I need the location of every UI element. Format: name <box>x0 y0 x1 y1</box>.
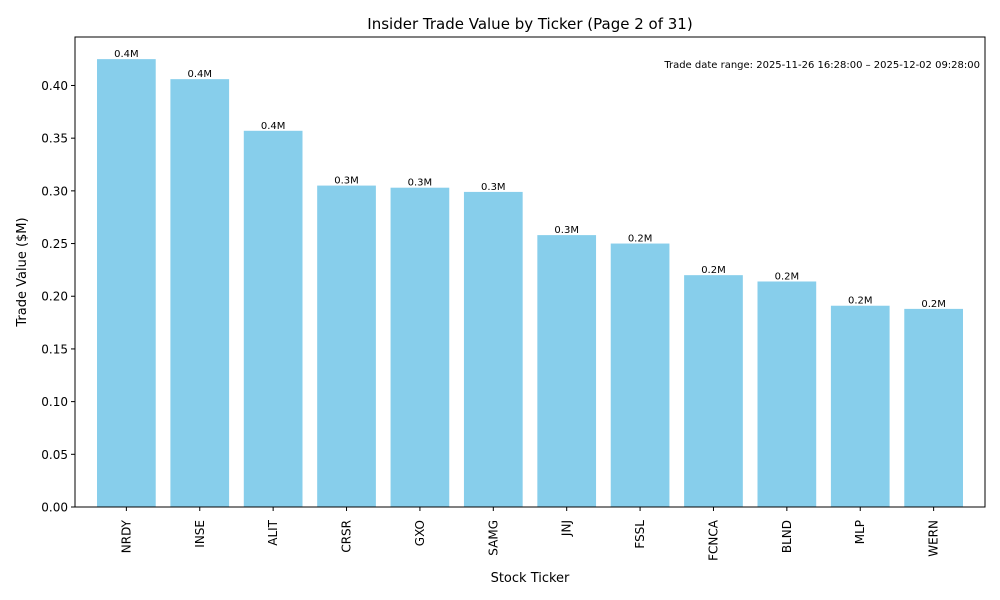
x-tick-label: SAMG <box>486 520 500 556</box>
bar <box>390 187 450 507</box>
data-label: 0.4M <box>261 121 286 132</box>
bar <box>97 59 156 508</box>
annotation-text: Trade date range: 2025-11-26 16:28:00 – … <box>663 60 980 71</box>
y-tick-label: 0.15 <box>41 342 68 356</box>
bar <box>317 185 376 507</box>
y-tick-label: 0.05 <box>41 448 68 462</box>
y-tick-label: 0.25 <box>41 237 68 251</box>
data-label: 0.3M <box>554 225 579 236</box>
data-label: 0.2M <box>701 265 726 276</box>
x-tick-label: INSE <box>193 520 207 548</box>
bar <box>830 305 890 507</box>
data-label: 0.2M <box>628 234 653 245</box>
x-tick-label: CRSR <box>340 520 354 553</box>
x-tick-label: JNJ <box>560 520 574 537</box>
x-tick-label: GXO <box>413 520 427 546</box>
bar <box>757 281 817 507</box>
data-label: 0.2M <box>775 271 800 282</box>
data-label: 0.2M <box>848 296 873 307</box>
data-label: 0.3M <box>481 182 506 193</box>
data-label: 0.3M <box>408 178 433 189</box>
y-tick-label: 0.35 <box>41 132 68 146</box>
bar <box>463 191 523 507</box>
x-tick-label: WERN <box>927 520 941 557</box>
bar <box>170 79 230 507</box>
y-tick-label: 0.40 <box>41 79 68 93</box>
data-label: 0.2M <box>921 299 946 310</box>
x-tick-label: FSSL <box>633 520 647 549</box>
bar <box>684 275 743 507</box>
bar <box>243 130 303 507</box>
plot-area: 0.4M NRDY 0.4M INSE 0.4M ALIT 0.3M CRSR 0.3M GXO 0… <box>41 36 986 561</box>
plot-frame <box>74 36 986 508</box>
x-axis-label: Stock Ticker <box>491 571 570 586</box>
x-tick-label: BLND <box>780 520 794 553</box>
y-axis-label: Trade Value ($M) <box>15 217 30 327</box>
chart-title: Insider Trade Value by Ticker (Page 2 of… <box>367 15 692 33</box>
data-label: 0.4M <box>187 69 212 80</box>
bar <box>537 235 597 508</box>
x-tick-label: ALIT <box>266 519 280 545</box>
x-tick-label: MLP <box>853 520 867 544</box>
data-label: 0.3M <box>334 176 359 187</box>
y-tick-label: 0.00 <box>41 501 68 515</box>
bar <box>610 243 670 507</box>
y-tick-label: 0.10 <box>41 395 68 409</box>
x-tick-label: NRDY <box>119 519 133 553</box>
bar <box>904 308 963 507</box>
data-label: 0.4M <box>114 49 139 60</box>
x-tick-label: FCNCA <box>706 519 720 561</box>
y-tick-label: 0.20 <box>41 290 68 304</box>
y-tick-label: 0.30 <box>41 184 68 198</box>
